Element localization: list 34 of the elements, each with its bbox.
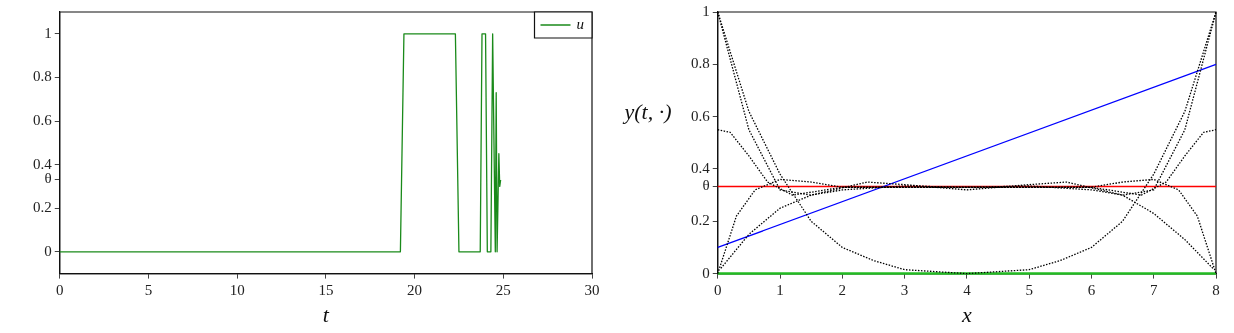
x-tick-label: 8 [1212, 281, 1220, 298]
x-tick-label: 0 [714, 281, 722, 298]
x-tick-label: 25 [495, 281, 511, 298]
y-tick-label: 0.2 [691, 212, 710, 229]
x-tick-label: 1 [776, 281, 784, 298]
x-tick-label: 30 [584, 281, 600, 298]
x-tick-label: 10 [229, 281, 245, 298]
y-tick-label: 0.4 [691, 159, 711, 176]
x-axis-title: x [960, 301, 972, 327]
y-tick-label: 0.6 [33, 111, 53, 128]
x-tick-label: 15 [318, 281, 334, 298]
x-tick-label: 2 [838, 281, 847, 298]
x-tick-label: 20 [407, 281, 423, 298]
y-tick-label: 0.4 [33, 155, 53, 172]
x-axis-title: t [322, 301, 330, 327]
y-axis-title: y(t, ·) [622, 98, 672, 124]
x-tick-label: 4 [963, 281, 972, 298]
y-tick-label: θ [44, 170, 52, 187]
legend-label: u [576, 15, 584, 32]
y-tick-label: 1 [44, 24, 52, 41]
y-tick-label: 0.2 [33, 199, 52, 216]
y-tick-label: 0 [702, 264, 710, 281]
y-tick-label: θ [702, 177, 710, 194]
x-tick-label: 5 [1025, 281, 1033, 298]
x-tick-label: 3 [900, 281, 909, 298]
y-tick-label: 1 [702, 2, 710, 19]
y-tick-label: 0.6 [691, 107, 711, 124]
x-tick-label: 6 [1087, 281, 1096, 298]
y-tick-label: 0.8 [691, 55, 710, 72]
y-tick-label: 0.8 [33, 68, 52, 85]
x-tick-label: 5 [144, 281, 153, 298]
y-tick-label: 0 [44, 242, 52, 259]
x-tick-label: 0 [56, 281, 64, 298]
x-tick-label: 7 [1149, 281, 1158, 298]
